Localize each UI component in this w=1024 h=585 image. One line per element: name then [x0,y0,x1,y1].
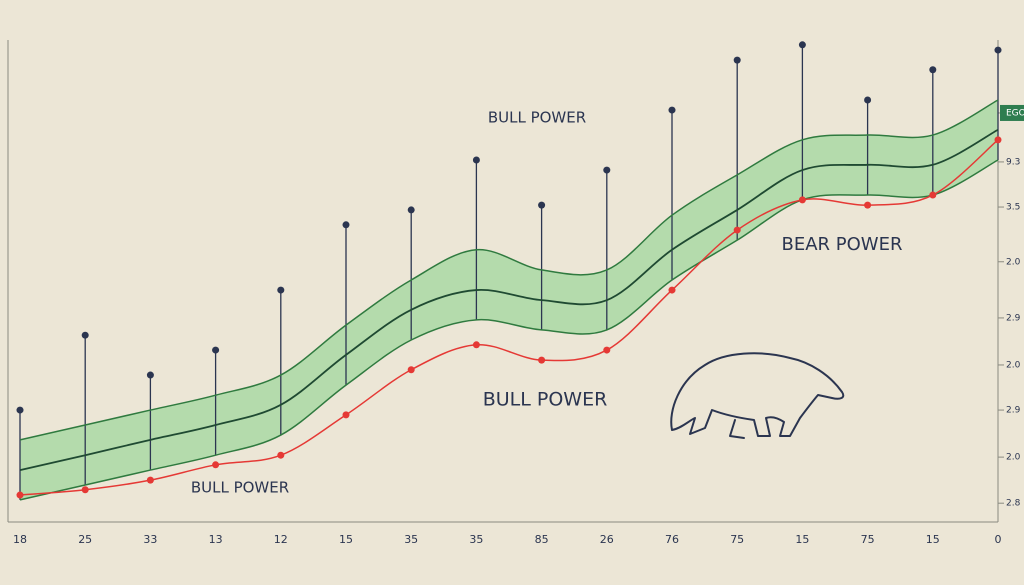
x-tick-label: 85 [535,533,549,546]
x-tick-label: 75 [861,533,875,546]
x-tick-label: 0 [995,533,1002,546]
x-tick-label: 15 [795,533,809,546]
bear-dot [342,411,350,419]
y-tick-badge [1000,104,1024,121]
x-tick-label: 76 [665,533,679,546]
bull-dot [864,96,872,104]
bull-dot [16,406,24,414]
band-line [19,128,999,471]
annotation: BULL POWER [483,389,608,411]
x-tick-label: 15 [926,533,940,546]
bear-dot [668,286,676,294]
bear-dot [472,341,480,349]
bull-dot [81,331,89,339]
bear-dot [212,461,220,469]
bear-dot [146,476,154,484]
y-tick-label: 2.9 [1006,313,1021,323]
band-line [19,99,999,441]
y-tick-label: 2.8 [1006,499,1021,509]
x-tick-label: 35 [469,533,483,546]
x-tick-label: 13 [209,533,223,546]
bull-dot [798,41,806,49]
bear-icon [670,352,845,439]
bear-dot [994,136,1002,144]
bull-dot [277,286,285,294]
x-tick-label: 12 [274,533,288,546]
bear-dot [81,486,89,494]
annotation: BULL POWER [191,479,289,497]
y-tick-label: 9.3 [1006,157,1020,167]
bear-dot [277,451,285,459]
x-tick-label: 25 [78,533,92,546]
bear-dot [798,196,806,204]
bear-line [19,139,999,496]
bull-dot [733,56,741,64]
bull-dot [212,346,220,354]
x-tick-label: 18 [13,533,27,546]
bear-dot [733,226,741,234]
band-line [19,159,999,501]
x-tick-label: 35 [404,533,418,546]
bear-dot [16,491,24,499]
y-tick-label: EGO [1006,108,1024,118]
bull-dot [929,66,937,74]
bull-dot [407,206,415,214]
bull-dot [472,156,480,164]
x-tick-label: 75 [730,533,744,546]
y-tick-label: 2.0 [1006,257,1021,267]
y-tick-label: 3.5 [1006,203,1020,213]
x-tick-label: 26 [600,533,614,546]
bull-dot [994,46,1002,54]
bull-dot [146,371,154,379]
bull-dot [538,201,546,209]
bull-dot [603,166,611,174]
bear-dot [929,191,937,199]
y-tick-label: 2.9 [1006,406,1021,416]
bear-dot [407,366,415,374]
bull-dot [668,106,676,114]
y-tick-label: 2.0 [1006,453,1021,463]
bear-dot [603,346,611,354]
bear-dot [538,356,546,364]
x-tick-label: 15 [339,533,353,546]
y-tick-label: 2.0 [1006,360,1021,370]
bear-dot [864,201,872,209]
x-tick-label: 33 [143,533,157,546]
annotation: BEAR POWER [782,234,903,255]
annotation: BULL POWER [488,109,586,127]
bull-dot [342,221,350,229]
